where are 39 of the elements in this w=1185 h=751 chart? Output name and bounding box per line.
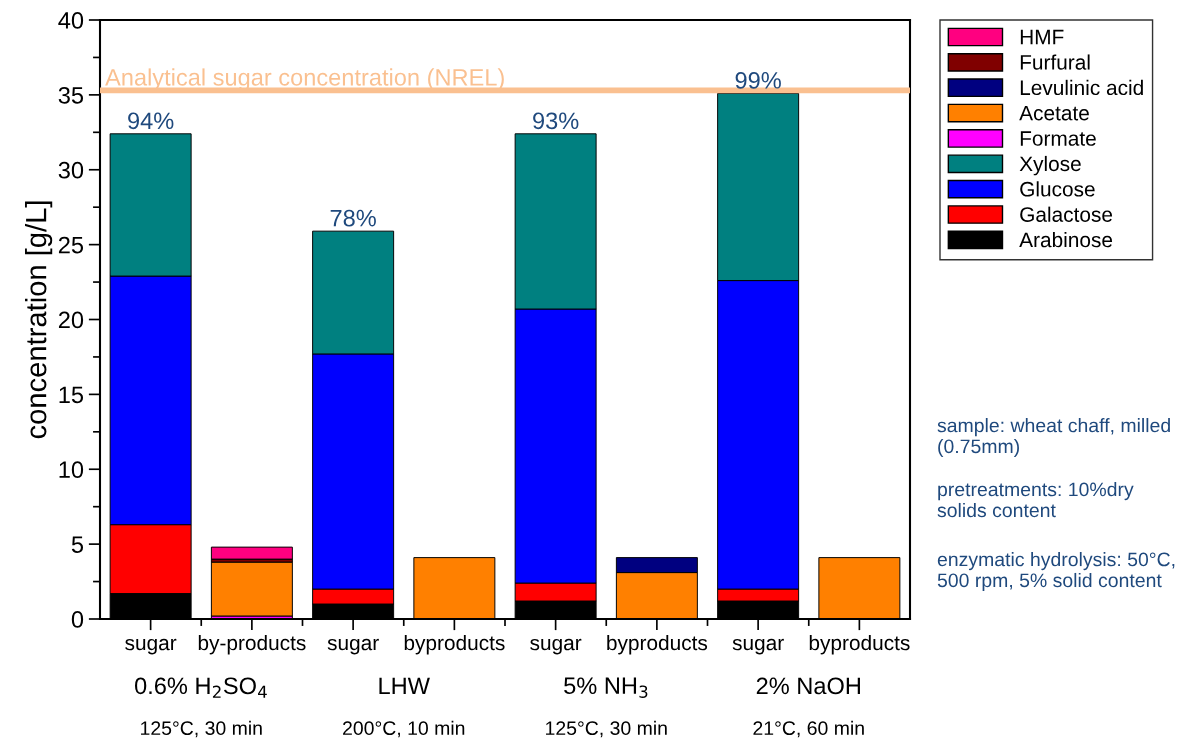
- x-tick-label: sugar: [327, 638, 379, 655]
- text: sample: wheat chaff, milled (0.75mm): [937, 418, 1170, 458]
- x-tick-label: sugar: [125, 638, 177, 655]
- legend-label: Acetate: [1019, 105, 1089, 121]
- legend-label: Levulinic acid: [1020, 79, 1143, 96]
- x-tick-label: sugar: [530, 638, 582, 655]
- x-tick-label: by-products: [198, 634, 306, 655]
- annotation: 93%: [533, 112, 579, 130]
- y-tick-label: 10: [59, 461, 84, 479]
- legend-label: Xylose: [1019, 155, 1081, 176]
- x-tick-label: byproducts: [607, 634, 708, 655]
- y-tick-label: 15: [59, 386, 84, 404]
- legend-label: Formate: [1020, 131, 1096, 146]
- annotation: 99%: [735, 71, 781, 89]
- text: 2% NaOH 21°C, 60 min: [753, 677, 864, 738]
- y-tick-label: 40: [58, 12, 84, 29]
- ref-line-label: Analytical sugar concentration (NREL): [105, 68, 504, 91]
- text: LHW 200°C, 10 min: [343, 677, 465, 738]
- legend-label: Arabinose: [1019, 231, 1113, 248]
- legend-label: Galactose: [1020, 206, 1113, 222]
- legend-label: HMF: [1020, 29, 1064, 45]
- x-tick-label: byproducts: [809, 634, 910, 655]
- x-tick-label: sugar: [732, 638, 784, 655]
- text: enzymatic hydrolysis: 50°C, 500 rpm, 5% solid content: [937, 552, 1175, 592]
- y-tick-label: 20: [58, 311, 84, 329]
- text: 0.6% H$_{2}$SO$_{4}$ 125°C, 30 min: [135, 677, 267, 738]
- legend-label: Glucose: [1020, 181, 1095, 197]
- y-tick-label: 25: [58, 236, 84, 254]
- text: pretreatments: 10%dry solids content: [937, 482, 1134, 518]
- annotation: 78%: [330, 209, 376, 227]
- legend-label: Furfural: [1020, 54, 1090, 70]
- annotation: 94%: [128, 112, 174, 130]
- y-tick-label: 35: [58, 86, 84, 104]
- y-tick-label: 0: [71, 611, 84, 628]
- y-tick-label: 5: [71, 536, 84, 553]
- y-tick-label: 30: [58, 161, 84, 179]
- y-axis-title: concentration [g/L]: [25, 201, 53, 439]
- x-tick-label: byproducts: [404, 634, 505, 655]
- text: 5% NH$_{3}$ 125°C, 30 min: [546, 677, 667, 738]
